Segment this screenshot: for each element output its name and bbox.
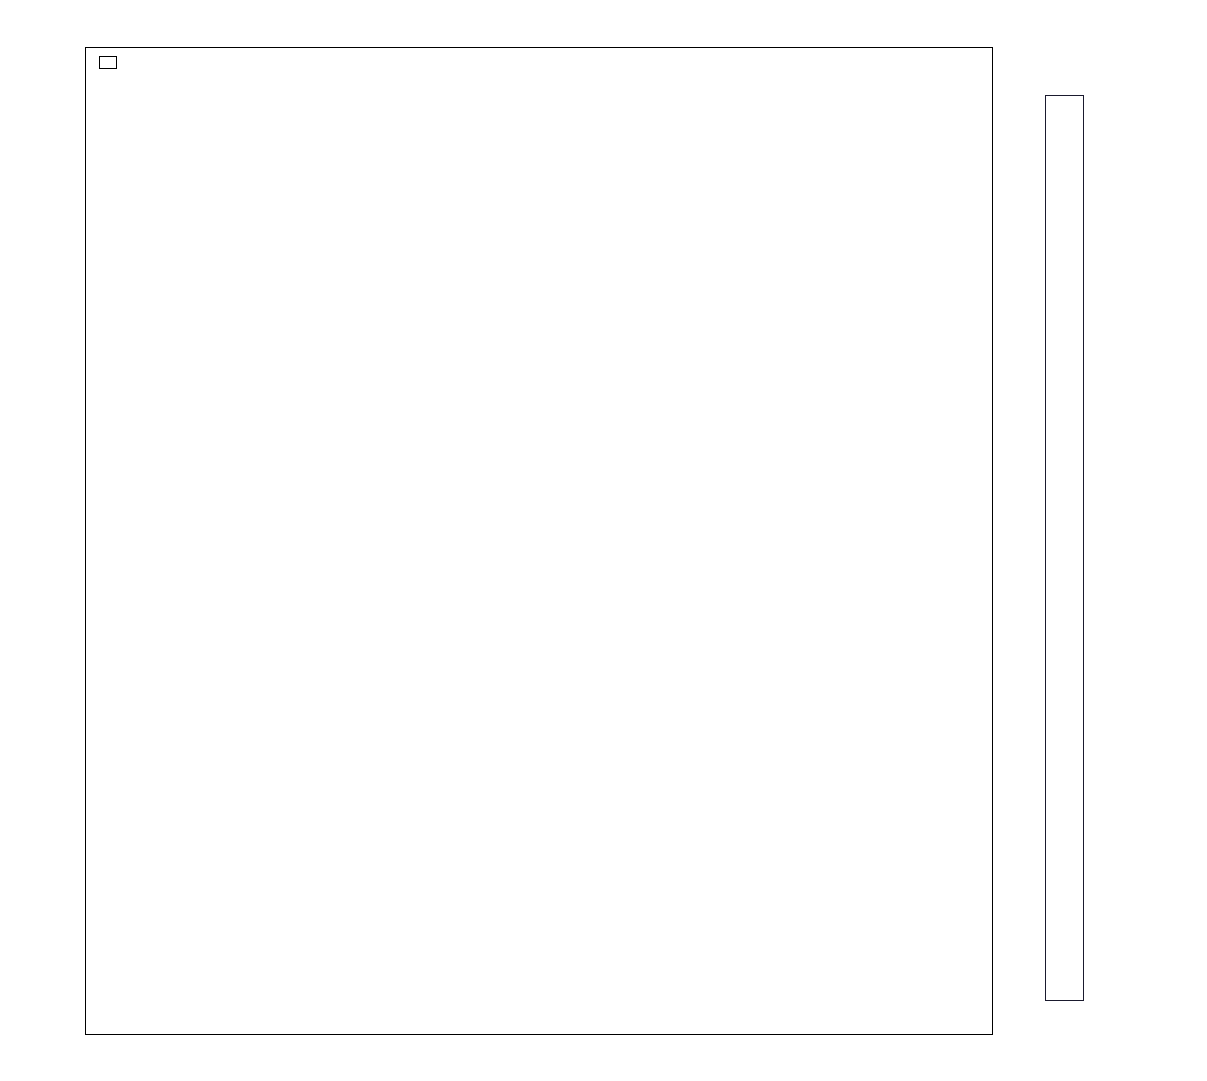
colorbar-gradient [1046,96,1083,1000]
colorbar [1045,95,1084,1001]
radar-reflectivity-layer [86,48,992,1034]
map-axes [85,47,993,1035]
map-boundaries-layer [86,48,993,1035]
product-info-box [99,56,117,69]
